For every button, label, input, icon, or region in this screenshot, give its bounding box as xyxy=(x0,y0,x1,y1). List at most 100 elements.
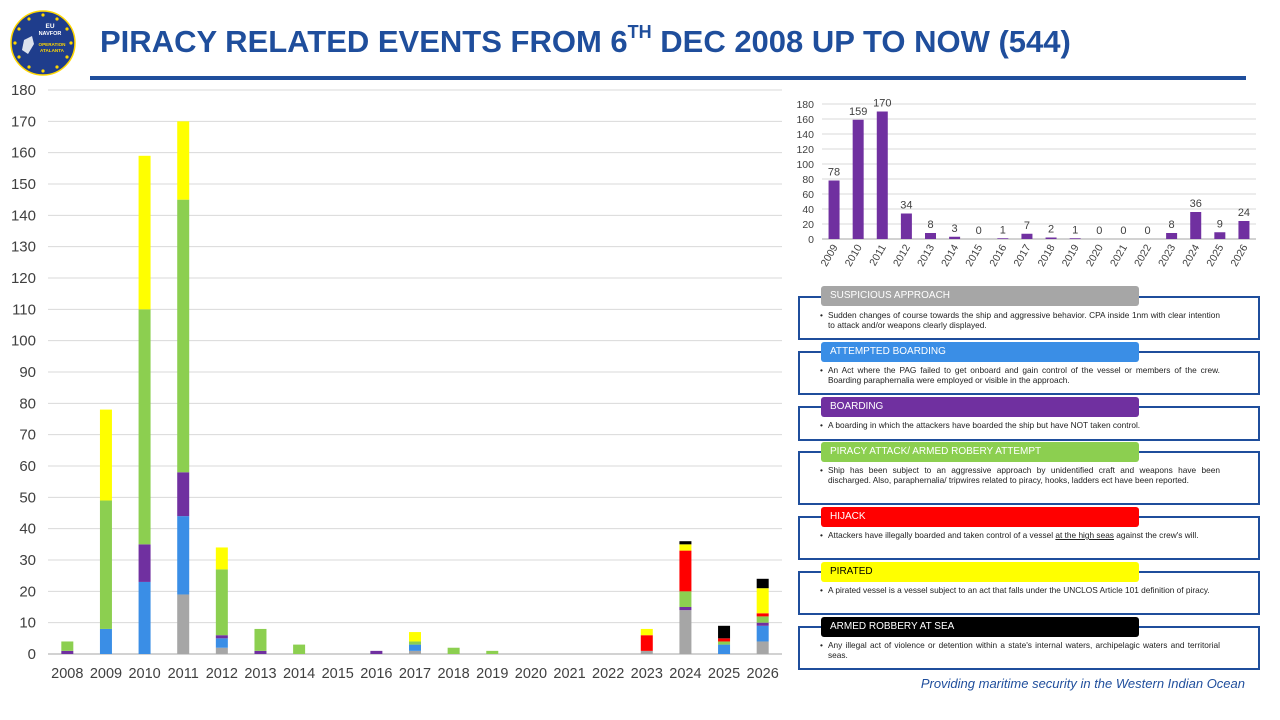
mini-data-label: 24 xyxy=(1238,207,1250,219)
mini-data-label: 0 xyxy=(976,225,982,237)
definition-text-boarding: A boarding in which the attackers have b… xyxy=(820,420,1220,430)
main-y-tick-label: 180 xyxy=(11,82,36,99)
main-x-tick-label: 2008 xyxy=(51,666,83,682)
bar-segment-suspicious-approach xyxy=(177,594,190,654)
bar-segment-suspicious-approach xyxy=(756,641,769,654)
mini-x-tick-label: 2010 xyxy=(843,242,865,268)
main-y-tick-label: 60 xyxy=(19,458,36,475)
logo-text-2: NAVFOR xyxy=(39,31,62,37)
yearly-totals-bar-chart: 0204060801001201401601807820091592010170… xyxy=(796,98,1256,269)
mini-data-label: 8 xyxy=(927,219,933,231)
bar-segment-armed-robbery xyxy=(679,541,692,545)
mini-y-tick-label: 180 xyxy=(796,99,814,111)
bar-segment-boarding xyxy=(254,650,267,654)
mini-bar xyxy=(828,180,840,239)
mini-data-label: 36 xyxy=(1190,198,1202,210)
main-y-tick-label: 140 xyxy=(11,207,36,224)
bar-segment-boarding xyxy=(215,635,228,639)
mini-data-label: 0 xyxy=(1144,225,1150,237)
bar-segment-piracy-attack xyxy=(409,641,421,645)
bar-segment-piracy-attack xyxy=(293,644,306,654)
mini-y-tick-label: 40 xyxy=(802,204,814,216)
mini-x-tick-label: 2021 xyxy=(1108,242,1130,268)
mini-x-tick-label: 2011 xyxy=(867,242,889,268)
bar-segment-suspicious-approach xyxy=(215,647,228,654)
mini-y-tick-label: 120 xyxy=(796,144,814,156)
bar-segment-boarding xyxy=(756,622,769,626)
mini-x-tick-label: 2014 xyxy=(939,242,961,268)
definition-text-underlined: at the high seas xyxy=(1055,530,1114,540)
mini-x-tick-label: 2013 xyxy=(915,242,937,268)
main-x-tick-label: 2019 xyxy=(476,666,508,682)
logo-text-4: ATALANTA xyxy=(40,48,65,53)
footer-tagline: Providing maritime security in the Weste… xyxy=(920,676,1245,691)
definition-label-armed-robbery: ARMED ROBBERY AT SEA xyxy=(821,617,1139,637)
mini-x-tick-label: 2019 xyxy=(1060,242,1082,268)
main-x-tick-label: 2010 xyxy=(128,666,160,682)
mini-data-label: 1 xyxy=(1072,224,1078,236)
main-x-tick-label: 2021 xyxy=(553,666,585,682)
mini-x-tick-label: 2015 xyxy=(963,242,985,268)
bar-segment-attempted-boarding xyxy=(177,516,190,595)
mini-x-tick-label: 2026 xyxy=(1228,242,1250,268)
mini-y-tick-label: 160 xyxy=(796,114,814,126)
mini-y-tick-label: 80 xyxy=(802,174,814,186)
title-main: PIRACY RELATED EVENTS FROM 6 xyxy=(100,24,628,59)
mini-bar xyxy=(1069,238,1081,239)
definition-label-boarding: BOARDING xyxy=(821,397,1139,417)
main-y-tick-label: 170 xyxy=(11,113,36,130)
mini-data-label: 0 xyxy=(1096,225,1102,237)
main-y-tick-label: 100 xyxy=(11,333,36,350)
bar-segment-hijack xyxy=(756,613,769,617)
definition-text-suspicious-approach: Sudden changes of course towards the shi… xyxy=(820,310,1220,330)
mini-x-tick-label: 2009 xyxy=(819,242,841,268)
definition-text-part: Attackers have illegally boarded and tak… xyxy=(828,530,1056,540)
bar-segment-pirated xyxy=(679,544,692,551)
main-y-tick-label: 20 xyxy=(19,583,36,600)
bar-segment-attempted-boarding xyxy=(718,644,731,654)
definition-text-pirated: A pirated vessel is a vessel subject to … xyxy=(820,585,1220,595)
bar-segment-attempted-boarding xyxy=(409,644,421,651)
main-x-tick-label: 2015 xyxy=(322,666,354,682)
bar-segment-piracy-attack xyxy=(138,309,151,545)
bar-segment-attempted-boarding xyxy=(99,628,112,654)
mini-x-tick-label: 2023 xyxy=(1156,242,1178,268)
definition-text-attempted-boarding: An Act where the PAG failed to get onboa… xyxy=(820,365,1220,385)
bar-segment-boarding xyxy=(138,544,151,582)
mini-x-tick-label: 2018 xyxy=(1036,242,1058,268)
mini-bar xyxy=(1166,233,1178,239)
mini-bar xyxy=(852,119,864,239)
bar-segment-piracy-attack xyxy=(756,616,769,623)
star-ring-icon xyxy=(13,13,73,73)
mini-y-tick-label: 20 xyxy=(802,219,814,231)
mini-bar xyxy=(876,111,888,239)
mini-y-tick-label: 0 xyxy=(808,234,814,246)
main-y-tick-label: 40 xyxy=(19,521,36,538)
main-x-tick-label: 2025 xyxy=(708,666,740,682)
bar-segment-boarding xyxy=(177,472,190,517)
mini-x-tick-label: 2022 xyxy=(1132,242,1154,268)
bar-segment-hijack xyxy=(679,550,692,592)
mini-y-tick-label: 140 xyxy=(796,129,814,141)
mini-bar xyxy=(1214,232,1226,239)
mini-bar xyxy=(900,213,912,239)
mini-data-label: 1 xyxy=(1000,224,1006,236)
mini-bar xyxy=(997,238,1009,239)
bar-segment-pirated xyxy=(409,632,421,642)
main-y-tick-label: 50 xyxy=(19,489,36,506)
bar-segment-pirated xyxy=(177,121,190,200)
bar-segment-piracy-attack xyxy=(486,650,499,654)
main-y-tick-label: 80 xyxy=(19,395,36,412)
definition-text-piracy-attack: Ship has been subject to an aggressive a… xyxy=(820,465,1220,485)
mini-y-tick-label: 60 xyxy=(802,189,814,201)
bar-segment-piracy-attack xyxy=(254,628,267,651)
main-y-tick-label: 120 xyxy=(11,270,36,287)
main-x-tick-label: 2024 xyxy=(669,666,701,682)
mini-data-label: 159 xyxy=(849,106,867,118)
bar-segment-hijack xyxy=(718,638,731,642)
definition-text-part: against the crew's will. xyxy=(1113,530,1199,540)
main-x-tick-label: 2022 xyxy=(592,666,624,682)
bar-segment-armed-robbery xyxy=(718,625,731,639)
bar-segment-piracy-attack xyxy=(177,199,190,473)
bar-segment-armed-robbery xyxy=(756,578,769,589)
